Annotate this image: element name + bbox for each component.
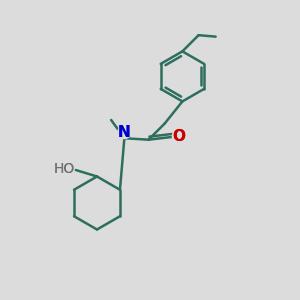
Text: HO: HO (54, 162, 75, 176)
Circle shape (172, 130, 185, 142)
Circle shape (118, 126, 131, 139)
Text: HO: HO (54, 162, 75, 176)
Text: N: N (118, 124, 131, 140)
Text: N: N (118, 124, 131, 140)
Text: O: O (172, 129, 185, 144)
Text: O: O (172, 129, 185, 144)
